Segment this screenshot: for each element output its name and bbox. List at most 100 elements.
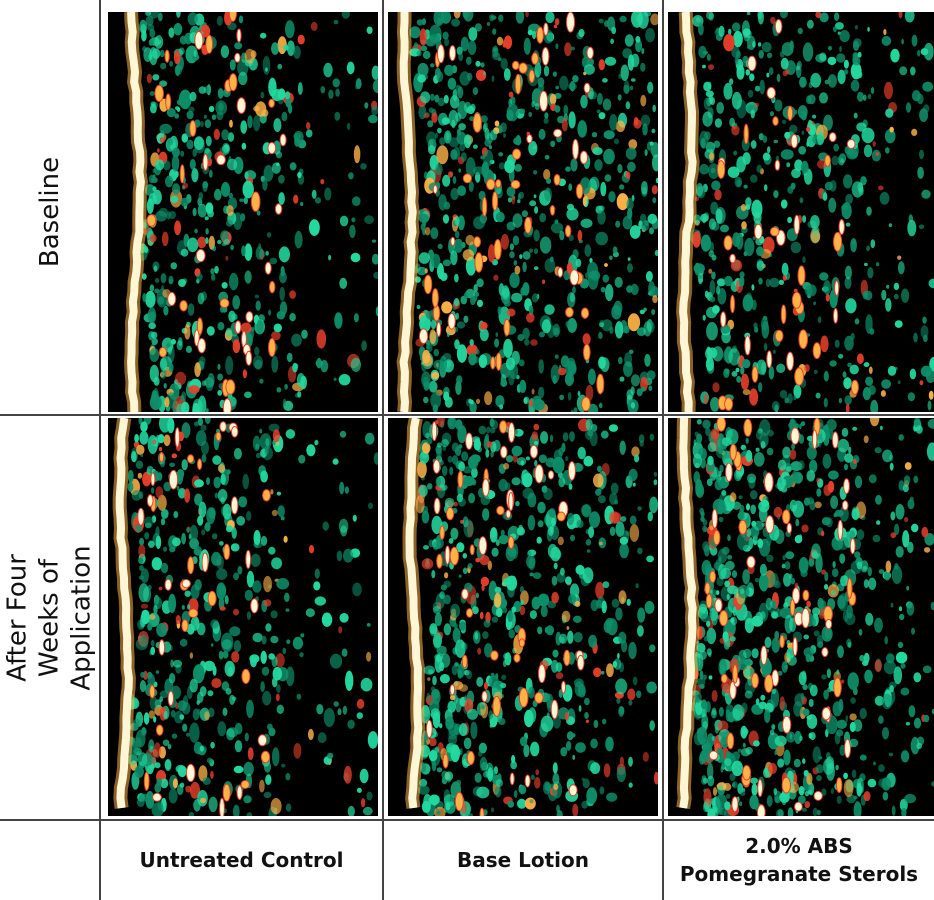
- speckle: [765, 278, 771, 288]
- hot-spot: [708, 750, 719, 761]
- speckle: [808, 558, 815, 567]
- speckle: [366, 651, 372, 662]
- speckle: [545, 12, 555, 24]
- hot-spot: [158, 452, 165, 463]
- speckle: [208, 169, 213, 178]
- speckle: [619, 756, 625, 767]
- speckle: [366, 26, 373, 34]
- speckle: [652, 104, 656, 113]
- speckle: [883, 29, 887, 36]
- speckle: [888, 752, 894, 757]
- speckle: [853, 801, 862, 816]
- speckle: [145, 12, 151, 16]
- speckle: [511, 606, 517, 613]
- speckle: [700, 614, 710, 623]
- speckle: [544, 304, 555, 315]
- speckle: [715, 590, 720, 595]
- speckle: [847, 362, 852, 368]
- speckle: [462, 249, 475, 261]
- row-label-after-text: After Four Weeks of Application: [3, 544, 97, 691]
- speckle: [349, 224, 356, 238]
- speckle: [495, 332, 499, 337]
- speckle: [346, 61, 355, 75]
- speckle: [520, 599, 524, 606]
- speckle: [795, 518, 800, 527]
- speckle: [153, 265, 158, 272]
- speckle: [260, 91, 265, 99]
- hot-spot: [432, 304, 441, 322]
- speckle: [590, 738, 598, 749]
- speckle: [645, 271, 653, 282]
- speckle: [436, 145, 449, 165]
- speckle: [263, 575, 272, 593]
- speckle: [642, 751, 649, 762]
- hot-spot: [514, 73, 522, 95]
- speckle: [617, 94, 622, 101]
- speckle: [157, 148, 160, 153]
- speckle: [424, 227, 431, 236]
- speckle: [598, 205, 605, 212]
- speckle: [707, 455, 714, 466]
- speckle: [207, 690, 214, 697]
- speckle: [482, 631, 489, 640]
- speckle: [364, 102, 369, 109]
- hot-spot: [512, 148, 522, 160]
- speckle: [453, 12, 461, 19]
- speckle: [537, 520, 544, 528]
- panel-image: [668, 12, 934, 412]
- speckle: [138, 575, 144, 580]
- speckle: [187, 604, 191, 610]
- speckle: [147, 622, 153, 631]
- speckle: [567, 203, 574, 211]
- speckle: [503, 338, 513, 358]
- hot-spot: [158, 346, 168, 358]
- speckle: [339, 277, 348, 289]
- speckle: [233, 640, 242, 653]
- speckle: [186, 110, 194, 120]
- speckle: [615, 220, 621, 228]
- speckle: [430, 93, 435, 101]
- speckle: [468, 27, 478, 42]
- hot-spot: [499, 420, 508, 434]
- speckle: [343, 765, 352, 784]
- speckle: [831, 155, 839, 166]
- speckle: [450, 527, 459, 540]
- hot-spot: [432, 459, 441, 474]
- speckle: [279, 271, 287, 284]
- speckle: [234, 740, 243, 753]
- speckle: [570, 410, 574, 412]
- speckle: [712, 382, 720, 393]
- speckle: [216, 582, 227, 600]
- speckle: [816, 775, 822, 782]
- speckle: [281, 111, 288, 122]
- speckle: [275, 441, 280, 446]
- speckle: [538, 359, 544, 374]
- speckle: [806, 714, 818, 729]
- speckle: [265, 623, 272, 632]
- speckle: [630, 78, 636, 82]
- speckle: [875, 494, 882, 505]
- speckle: [259, 779, 265, 793]
- speckle: [517, 798, 527, 809]
- speckle: [548, 508, 556, 518]
- speckle: [278, 246, 290, 263]
- speckle: [496, 36, 504, 46]
- speckle: [781, 661, 788, 673]
- speckle: [588, 526, 595, 538]
- speckle: [632, 482, 636, 487]
- speckle: [192, 207, 197, 217]
- hot-spot: [149, 684, 156, 699]
- speckle: [456, 542, 465, 553]
- speckle: [783, 749, 791, 766]
- speckle: [441, 439, 449, 448]
- speckle: [646, 370, 656, 380]
- speckle: [430, 227, 439, 240]
- speckle: [475, 60, 481, 67]
- speckle: [634, 454, 640, 463]
- speckle: [221, 142, 231, 155]
- speckle: [908, 705, 916, 718]
- speckle: [185, 785, 192, 793]
- speckle: [902, 484, 909, 493]
- speckle: [170, 262, 178, 270]
- speckle: [220, 473, 226, 485]
